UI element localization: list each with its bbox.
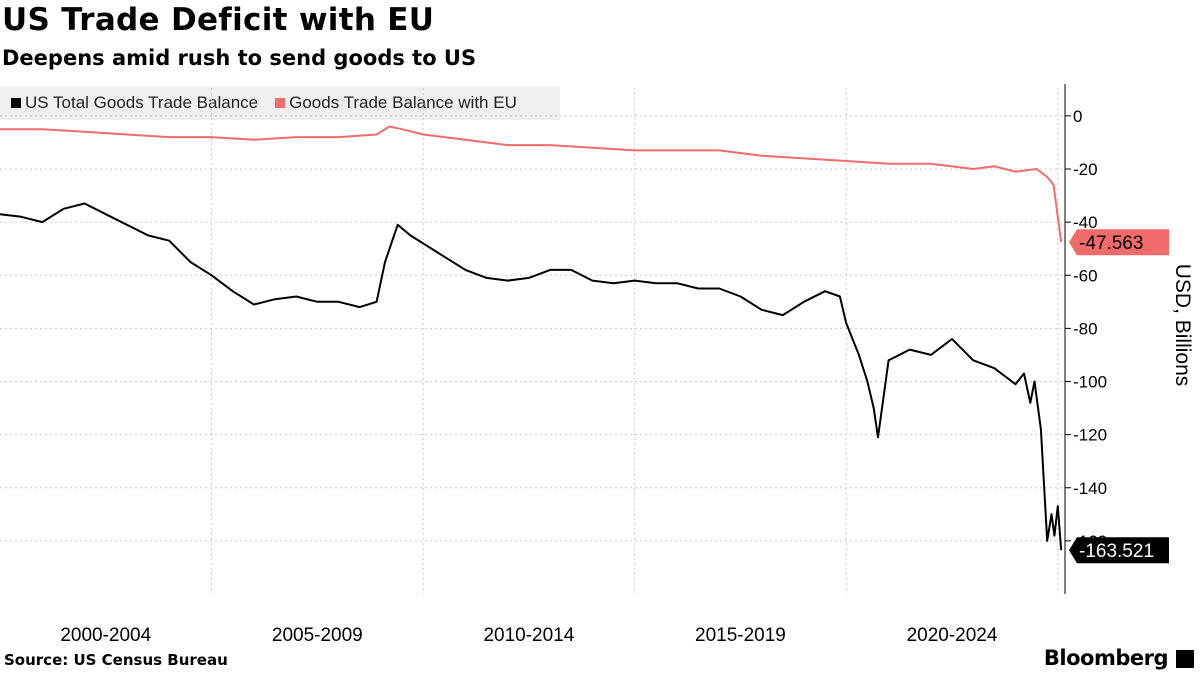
brand-logo: Bloomberg: [1043, 646, 1169, 670]
x-tick-label: 2005-2009: [272, 625, 363, 646]
last-value-label-eu-bg: [1069, 229, 1169, 256]
x-tick-label: 2020-2024: [907, 625, 998, 646]
y-tick-label: -60: [1073, 266, 1098, 285]
legend-item-us-total: US Total Goods Trade Balance: [11, 93, 258, 113]
y-tick-label: -40: [1073, 213, 1098, 232]
x-tick-label: 2000-2004: [60, 625, 151, 646]
legend-label-eu: Goods Trade Balance with EU: [289, 93, 517, 112]
last-value-label-us-total: -163.521: [1079, 541, 1154, 562]
y-tick-label: -140: [1073, 479, 1107, 498]
bloomberg-terminal-icon: [1176, 650, 1194, 668]
series-line-eu: [0, 125, 1063, 243]
y-tick-label: -20: [1073, 160, 1098, 179]
y-axis-title: USD, Billions: [1171, 264, 1194, 387]
y-tick-label: -100: [1073, 373, 1107, 392]
source-note: Source: US Census Bureau: [4, 651, 228, 669]
last-value-label-us-total-bg: [1069, 537, 1169, 564]
y-tick-label: 0: [1073, 107, 1082, 126]
legend-swatch-eu: [275, 98, 286, 108]
chart-subtitle: Deepens amid rush to send goods to US: [2, 46, 477, 70]
series-line-us-total: [0, 202, 1063, 551]
x-tick-label: 2010-2014: [483, 625, 574, 646]
legend-swatch-us-total: [11, 98, 21, 108]
x-tick-label: 2015-2019: [695, 625, 786, 646]
legend: US Total Goods Trade Balance Goods Trade…: [0, 86, 560, 120]
legend-item-eu: Goods Trade Balance with EU: [275, 93, 517, 113]
y-tick-label: -120: [1073, 426, 1107, 445]
y-tick-label: -80: [1073, 319, 1098, 338]
chart-title: US Trade Deficit with EU: [2, 2, 435, 38]
legend-label-us-total: US Total Goods Trade Balance: [25, 93, 259, 112]
last-value-label-eu: -47.563: [1079, 233, 1143, 254]
